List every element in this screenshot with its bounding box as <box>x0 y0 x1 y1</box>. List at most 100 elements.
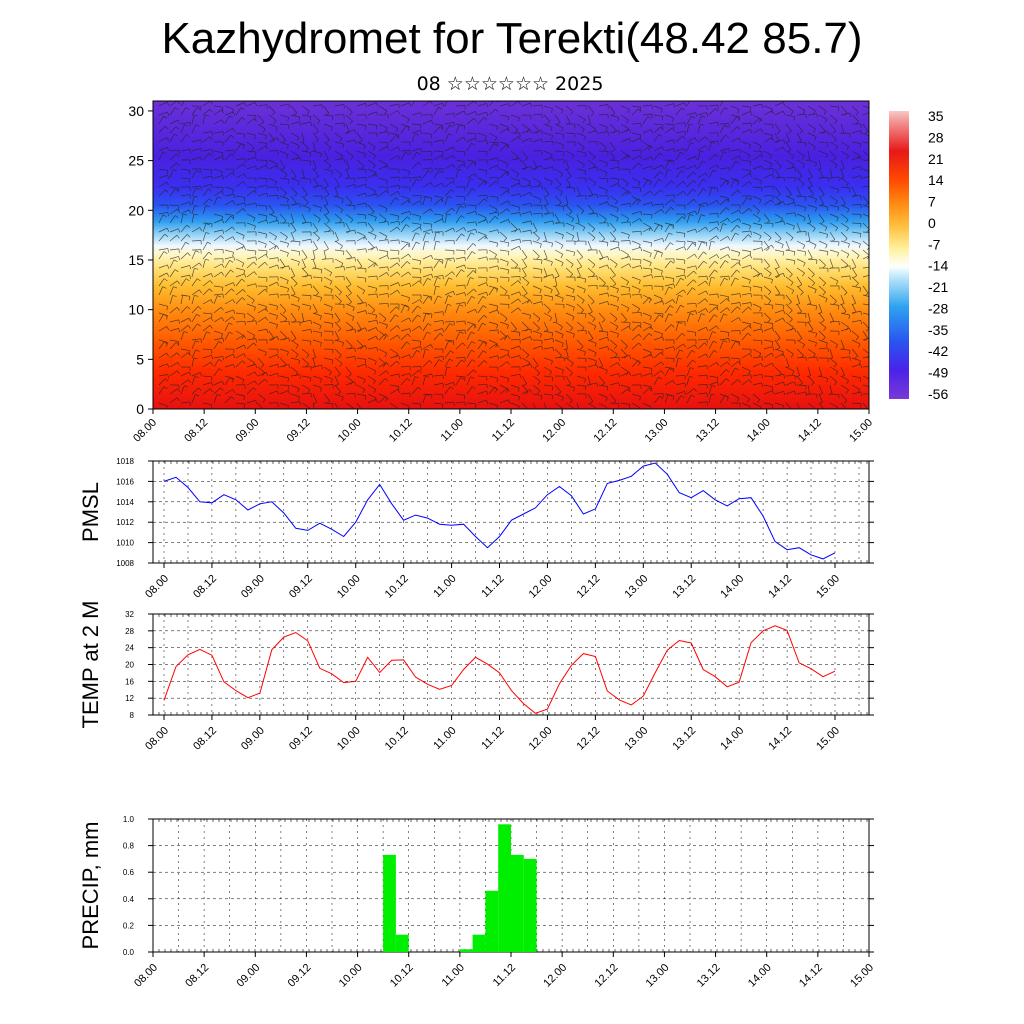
wind-barb <box>477 102 487 107</box>
wind-barb <box>301 221 312 224</box>
wind-barb-flag <box>533 230 538 234</box>
wind-barb <box>180 379 189 386</box>
wind-barb-flag <box>228 322 233 325</box>
wind-barb-flag <box>486 390 489 395</box>
wind-barb <box>466 111 476 116</box>
wind-barb <box>158 326 167 332</box>
wind-barb <box>323 150 329 160</box>
wind-barb <box>565 177 571 186</box>
wind-barb <box>400 261 408 269</box>
wind-barb <box>180 234 188 242</box>
wind-barb-flag <box>317 120 321 125</box>
wind-barb <box>279 240 289 244</box>
wind-barb-flag <box>426 331 431 335</box>
wind-barb <box>477 231 487 236</box>
wind-barb <box>334 258 344 264</box>
wind-barb-flag <box>331 359 334 364</box>
wind-barb-flag <box>416 98 420 100</box>
wind-barb-flag <box>314 230 318 234</box>
wind-barb-flag <box>189 122 191 127</box>
wind-barb <box>367 111 377 116</box>
wind-barb-flag <box>188 371 192 376</box>
wind-barb <box>257 145 266 152</box>
wind-barb-flag <box>175 342 180 346</box>
wind-barb <box>257 114 265 123</box>
wind-barb <box>389 289 398 296</box>
wind-barb <box>389 132 399 136</box>
wind-barb-flag <box>208 188 212 192</box>
wind-barb <box>587 114 591 124</box>
wind-barb <box>367 335 377 341</box>
wind-barb-flag <box>406 378 411 382</box>
wind-barb <box>521 184 531 188</box>
wind-barb <box>455 356 466 359</box>
wind-barb-flag <box>583 289 586 294</box>
wind-barb-flag <box>871 297 872 301</box>
wind-barb-flag <box>189 265 192 270</box>
wind-barb-flag <box>276 164 280 169</box>
wind-barb <box>400 354 410 359</box>
wind-barb <box>246 222 256 227</box>
wind-barb-flag <box>324 185 329 189</box>
wind-barb <box>576 168 586 172</box>
wind-barb-flag <box>255 283 258 288</box>
wind-barb-flag <box>298 251 301 256</box>
wind-barb-flag <box>320 269 323 274</box>
wind-barb <box>367 141 376 148</box>
wind-barb <box>169 126 177 134</box>
wind-barb <box>235 289 244 296</box>
wind-barb-flag <box>221 119 225 124</box>
wind-barb-flag <box>442 356 444 361</box>
wind-barb-flag <box>374 172 377 177</box>
wind-barb <box>510 101 519 107</box>
wind-barb-flag <box>557 391 562 395</box>
wind-barb <box>213 131 223 134</box>
wind-barb <box>587 312 596 319</box>
heatmap-xtick-label: 15.00 <box>847 417 875 445</box>
wind-barb-flag <box>506 324 509 329</box>
wind-barb <box>235 143 242 152</box>
wind-barb-flag <box>277 264 280 269</box>
wind-barb-flag <box>551 296 554 301</box>
wind-barb-flag <box>243 134 246 139</box>
wind-barb-flag <box>583 351 586 356</box>
wind-barb-flag <box>397 271 400 276</box>
wind-barb <box>279 213 287 221</box>
wind-barb-flag <box>435 285 440 288</box>
wind-barb <box>213 248 224 251</box>
wind-barb <box>389 110 398 116</box>
wind-barb <box>158 227 168 233</box>
wind-barb-flag <box>187 379 191 384</box>
wind-barb <box>576 267 581 277</box>
wind-barb <box>389 249 400 252</box>
wind-barb-flag <box>324 248 329 252</box>
wind-barb <box>312 141 316 151</box>
wind-barb-flag <box>496 343 499 348</box>
wind-barb <box>235 208 244 215</box>
wind-barb-flag <box>363 145 366 150</box>
wind-barb-flag <box>270 212 275 215</box>
pmsl-xtick-label: 09.12 <box>287 573 315 601</box>
wind-barb <box>444 339 454 342</box>
wind-barb <box>565 357 574 364</box>
wind-barb-flag <box>211 382 214 387</box>
wind-barb <box>389 239 399 242</box>
wind-barb <box>334 393 344 398</box>
wind-barb <box>455 195 466 198</box>
wind-barb <box>499 168 509 173</box>
wind-barb <box>158 272 168 278</box>
wind-barb <box>488 180 497 188</box>
wind-barb-flag <box>408 199 411 204</box>
wind-barb-flag <box>364 236 368 241</box>
wind-barb <box>488 249 497 255</box>
wind-barb-flag <box>187 352 191 356</box>
wind-barb <box>367 293 377 296</box>
colorbar-label: -49 <box>928 365 948 381</box>
wind-barb-flag <box>228 115 233 119</box>
wind-barb <box>433 355 443 359</box>
wind-barb <box>334 357 343 364</box>
wind-barb <box>169 259 175 269</box>
wind-barb <box>224 377 231 386</box>
wind-barb <box>554 339 564 344</box>
wind-barb <box>433 213 443 216</box>
